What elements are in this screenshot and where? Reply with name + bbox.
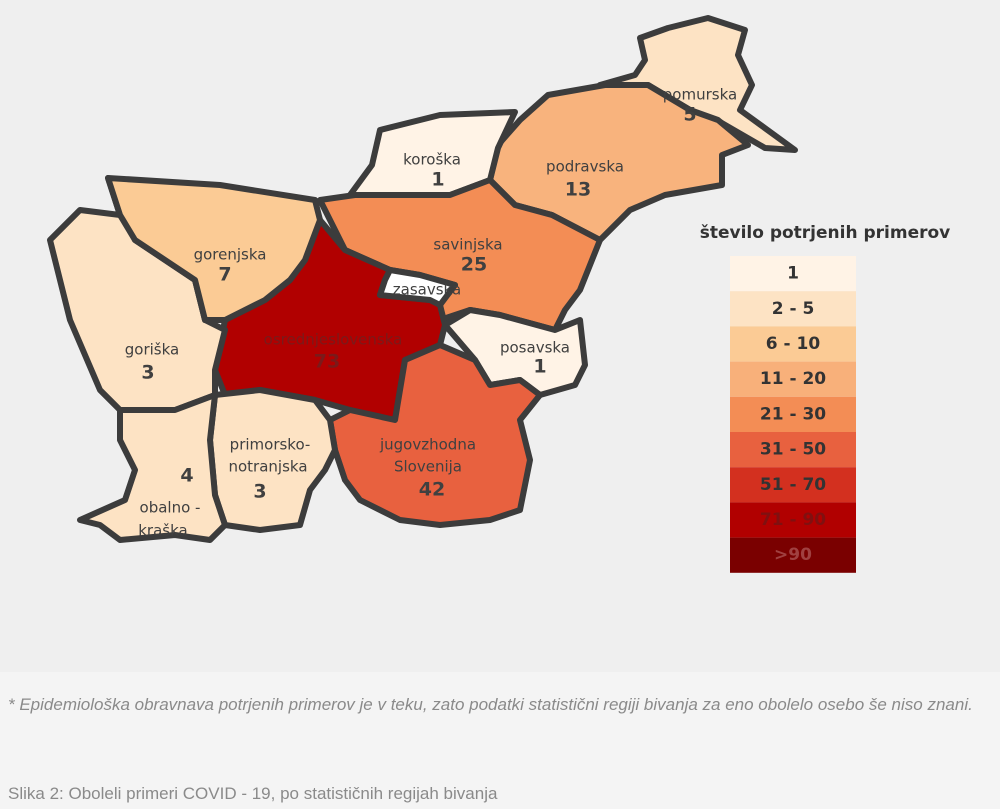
caption: Slika 2: Oboleli primeri COVID - 19, po … bbox=[8, 784, 498, 803]
legend-label: >90 bbox=[774, 545, 812, 565]
legend-label: 71 - 90 bbox=[760, 510, 826, 530]
region-name: primorsko- bbox=[230, 436, 311, 454]
region-name: zasavska bbox=[393, 281, 461, 299]
region-value: 3 bbox=[253, 481, 266, 503]
region-value: 42 bbox=[419, 479, 445, 501]
region-value: 1 bbox=[431, 169, 444, 191]
region-shape bbox=[105, 175, 323, 323]
legend-swatch bbox=[730, 396, 856, 432]
region-value: 3 bbox=[141, 362, 154, 384]
region-name: notranjska bbox=[228, 458, 307, 476]
region-name: Slovenija bbox=[394, 458, 462, 476]
region-name: kraška bbox=[138, 522, 187, 540]
region-value: 4 bbox=[180, 465, 193, 487]
region-value: 73 bbox=[314, 351, 340, 373]
legend-label: 11 - 20 bbox=[760, 369, 826, 389]
region-value: 7 bbox=[218, 264, 231, 286]
region-name: jugovzhodna bbox=[379, 436, 476, 454]
legend-swatch bbox=[730, 432, 856, 468]
legend-title: število potrjenih primerov bbox=[700, 223, 951, 243]
legend-swatch bbox=[730, 291, 856, 327]
region-name: obalno - bbox=[140, 499, 201, 517]
legend-swatch bbox=[730, 502, 856, 538]
legend-swatch bbox=[730, 361, 856, 397]
legend-swatch bbox=[730, 537, 856, 573]
region-name: savinjska bbox=[433, 236, 502, 254]
legend-label: 31 - 50 bbox=[760, 440, 826, 460]
legend-label: 1 bbox=[787, 264, 799, 284]
region-value: 13 bbox=[565, 179, 591, 201]
region-shape bbox=[597, 15, 798, 153]
region-name: podravska bbox=[546, 158, 624, 176]
legend-swatch bbox=[730, 256, 856, 292]
legend-label: 51 - 70 bbox=[760, 475, 826, 495]
legend-label: 6 - 10 bbox=[766, 334, 821, 354]
region-name: koroška bbox=[403, 151, 461, 169]
legend-swatch bbox=[730, 326, 856, 362]
legend-label: 2 - 5 bbox=[772, 299, 815, 319]
region-value: 1 bbox=[533, 356, 546, 378]
legend-swatch bbox=[730, 467, 856, 503]
region-name: osrednjeslovenska bbox=[264, 331, 403, 349]
region-value: 5 bbox=[683, 104, 696, 126]
region-name: posavska bbox=[500, 339, 570, 357]
region-shape bbox=[77, 392, 228, 543]
region-value: 25 bbox=[461, 254, 487, 276]
footnote: * Epidemiološka obravnava potrjenih prim… bbox=[8, 695, 973, 714]
region-name: goriška bbox=[125, 341, 179, 359]
legend-label: 21 - 30 bbox=[760, 404, 826, 424]
region-shape bbox=[377, 267, 458, 308]
region-name: pomurska bbox=[663, 86, 737, 104]
map-area: število potrjenih primerov pomurska 5 koro… bbox=[47, 15, 951, 573]
region-name: gorenjska bbox=[194, 246, 267, 264]
